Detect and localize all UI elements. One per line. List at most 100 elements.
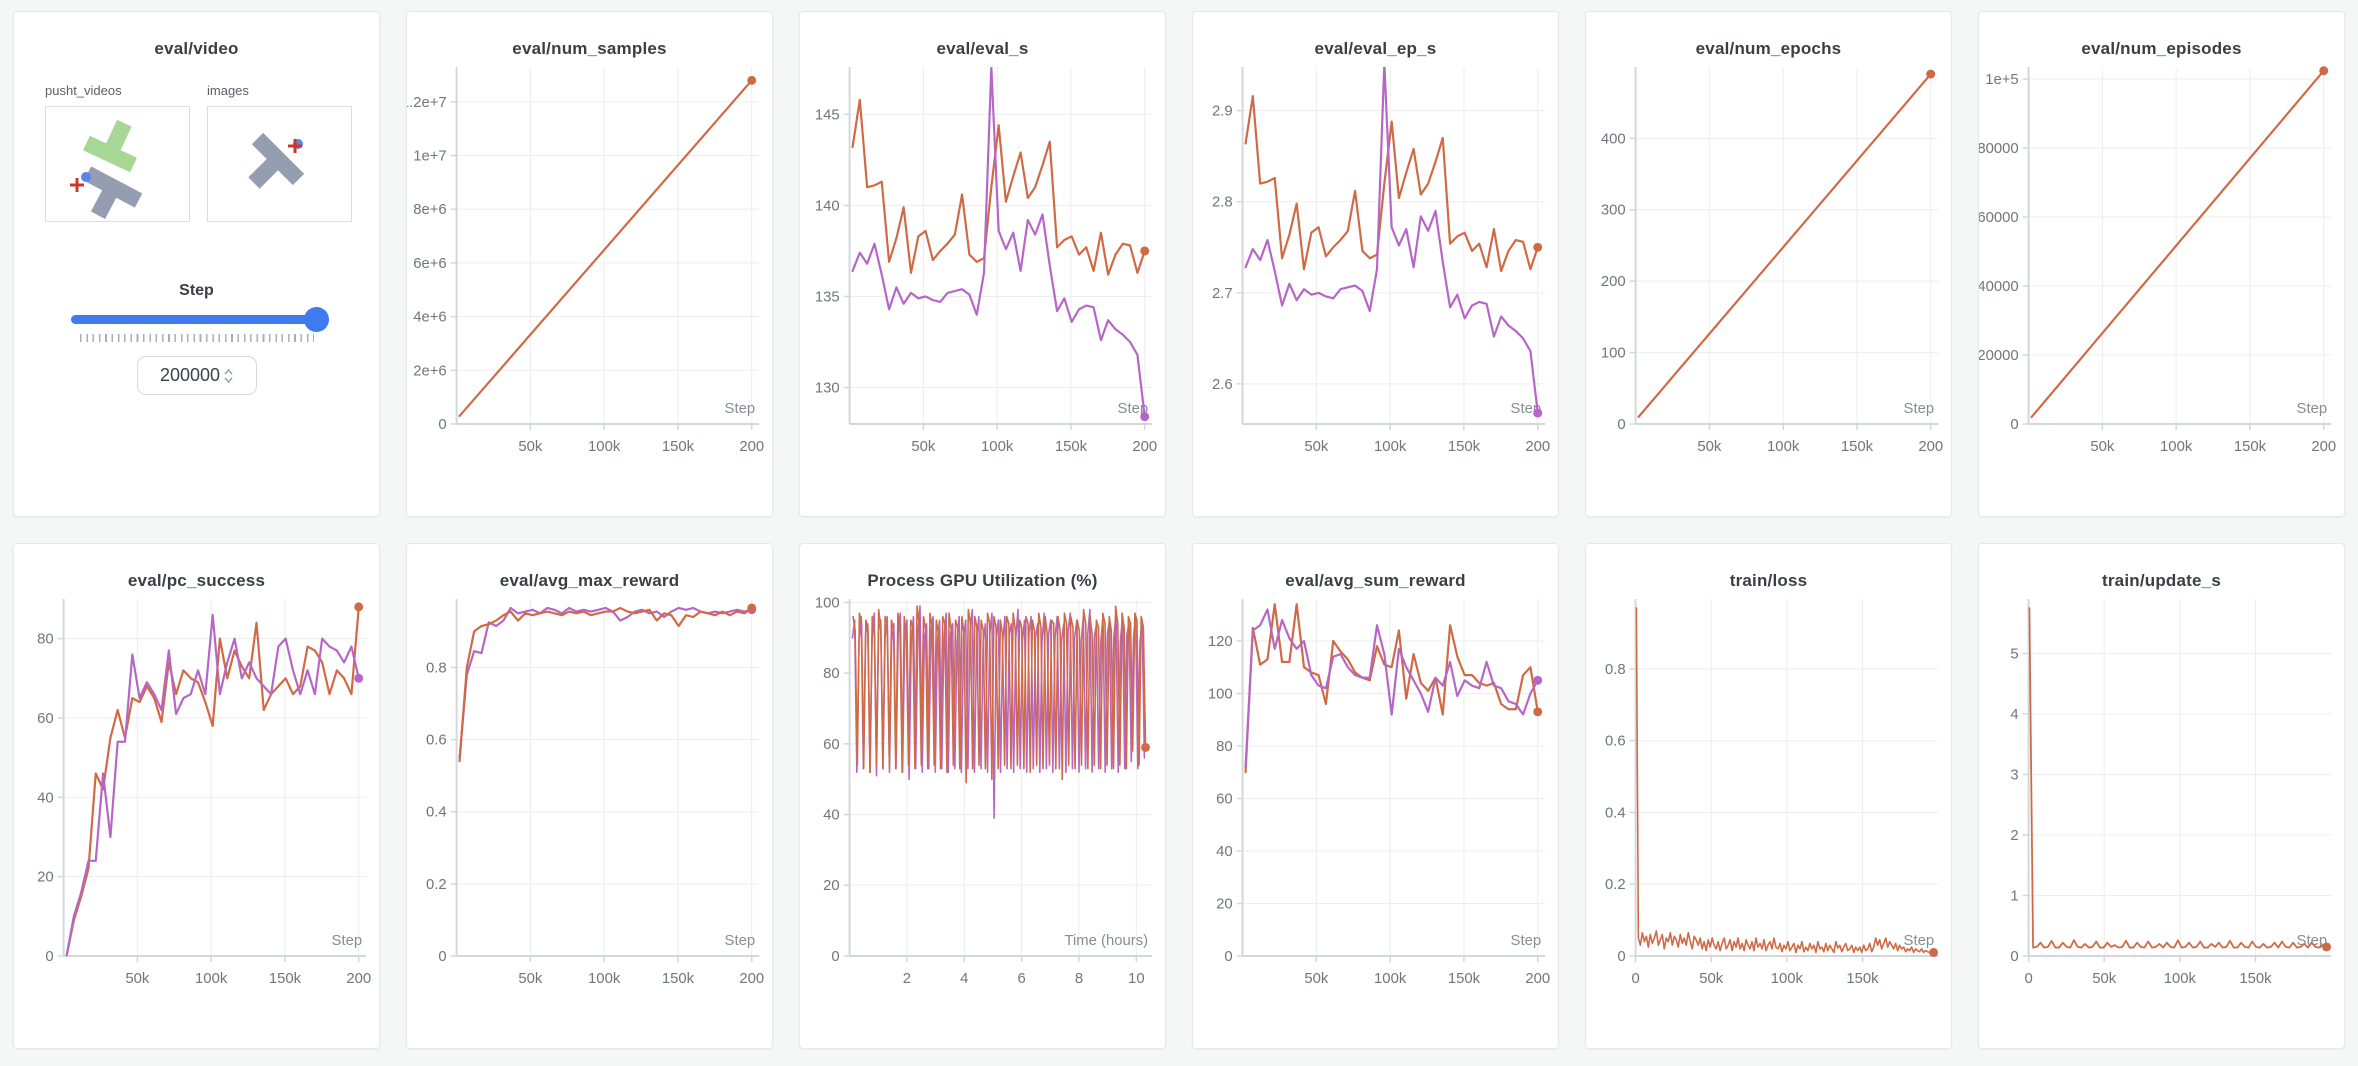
y-tick-label: 1 (2010, 888, 2018, 904)
y-tick-label: 0.8 (1605, 661, 1626, 677)
chevron-down-icon[interactable] (224, 377, 233, 383)
chart-canvas-eval-num_samples[interactable]: 50k 100k 150k 200 0 2e+6 4e+6 6e+6 8e+6 1e+7 1.2e+… (407, 61, 772, 476)
images-thumbnail[interactable] (207, 106, 352, 222)
pusht-scene-icon (70, 119, 143, 220)
series-end-dot-run-purple (354, 673, 364, 683)
chart-panel-eval-num_episodes: eval/num_episodes 50k 100k 150k 200 0 20000 400… (1978, 11, 2345, 517)
chart-title: train/update_s (2102, 570, 2221, 590)
x-tick-label: 150k (1846, 970, 1879, 986)
series-end-dot-run-orange (2319, 66, 2329, 76)
chart-canvas-eval-pc_success[interactable]: 50k 100k 150k 200 0 20 40 60 80 Step (14, 593, 379, 1008)
y-tick-label: 2 (2010, 827, 2018, 843)
y-tick-label: 20 (823, 878, 840, 894)
y-tick-label: 400 (1601, 131, 1626, 147)
y-tick-label: 40 (37, 790, 54, 806)
y-tick-label: 60 (1216, 791, 1233, 807)
y-tick-label: 2e+6 (413, 363, 446, 379)
chart-title: Process GPU Utilization (%) (867, 570, 1098, 590)
x-tick-label: 50k (1304, 970, 1329, 986)
slider-thumb[interactable] (303, 307, 329, 332)
x-tick-label: 100k (588, 439, 621, 455)
y-tick-label: 1e+5 (1985, 72, 2018, 88)
media-label-pusht-videos: pusht_videos (45, 83, 122, 98)
y-tick-label: 0 (438, 948, 446, 964)
y-tick-label: 0.8 (426, 660, 447, 676)
y-tick-label: 0.6 (426, 732, 447, 748)
chart-canvas-eval-eval_s[interactable]: 50k 100k 150k 200 130 135 140 145 Step (800, 61, 1165, 476)
x-axis-title: Step (332, 933, 363, 949)
y-tick-label: 80 (823, 666, 840, 682)
y-tick-label: 60000 (1979, 210, 2019, 226)
y-tick-label: 300 (1601, 203, 1626, 219)
chart-canvas-train-loss[interactable]: 0 50k 100k 150k 0 0.2 0.4 0.6 0.8 Step (1586, 593, 1951, 1008)
x-tick-label: 50k (125, 970, 150, 986)
y-tick-label: 1.2e+7 (407, 95, 447, 111)
series-line-run-orange (1244, 95, 1539, 273)
series-line-run-orange (458, 606, 753, 762)
x-tick-label: 200 (1525, 439, 1550, 455)
series-end-dot-run-orange (354, 601, 364, 611)
y-tick-label: 120 (1208, 633, 1233, 649)
chevron-up-icon[interactable] (224, 369, 233, 375)
slider-tick-marks (79, 334, 314, 342)
series-line-run-orange (1244, 602, 1539, 773)
chart-panel-eval-pc_success: eval/pc_success 50k 100k 150k 200 0 20 40 60 80 St… (13, 542, 380, 1049)
x-tick-label: 2 (903, 970, 911, 986)
chart-panel-gpu-util: Process GPU Utilization (%) 2 4 6 8 10 0 20 40 60… (799, 542, 1166, 1049)
series-line-run-purple (1244, 607, 1539, 768)
series-line-run-orange (65, 605, 360, 956)
chart-panel-eval-eval_ep_s: eval/eval_ep_s 50k 100k 150k 200 2.6 2.7 2.8 2.9… (1192, 11, 1559, 517)
y-tick-label: 2.7 (1212, 286, 1233, 302)
y-tick-label: 145 (815, 107, 840, 123)
x-axis-title: Step (725, 933, 756, 949)
y-tick-label: 200 (1601, 274, 1626, 290)
slider-track[interactable] (70, 315, 323, 324)
step-number-input[interactable]: 200000 (136, 356, 257, 395)
series-line-run-orange (2028, 606, 2328, 948)
x-tick-label: 200 (346, 970, 371, 986)
series-line-run-purple (851, 66, 1146, 418)
step-slider[interactable] (70, 307, 329, 332)
chart-canvas-eval-avg_sum_reward[interactable]: 50k 100k 150k 200 0 20 40 60 80 100 120 Step (1193, 593, 1558, 1008)
media-row (32, 106, 361, 222)
x-tick-label: 6 (1018, 970, 1026, 986)
x-tick-label: 50k (518, 970, 543, 986)
chart-title: eval/avg_max_reward (499, 570, 680, 590)
y-tick-label: 20 (1216, 896, 1233, 912)
x-tick-label: 100k (981, 439, 1014, 455)
chart-canvas-eval-num_epochs[interactable]: 50k 100k 150k 200 0 100 200 300 400 Step (1586, 61, 1951, 476)
x-tick-label: 150k (2239, 970, 2272, 986)
series-line-run-orange (2030, 69, 2325, 419)
x-tick-label: 50k (2092, 970, 2117, 986)
x-tick-label: 50k (1699, 970, 1724, 986)
series-line-run-purple (458, 606, 753, 759)
y-tick-label: 8e+6 (413, 202, 446, 218)
y-tick-label: 1e+7 (413, 149, 446, 165)
pusht-video-thumbnail[interactable] (45, 106, 190, 222)
series-end-dot-run-purple (1140, 412, 1150, 422)
chart-canvas-eval-num_episodes[interactable]: 50k 100k 150k 200 0 20000 40000 60000 80000 1e+5 S… (1979, 61, 2344, 476)
y-tick-label: 2.6 (1212, 377, 1233, 393)
stepper-chevrons[interactable] (224, 369, 233, 383)
y-tick-label: 40 (1216, 843, 1233, 859)
y-tick-label: 60 (37, 710, 54, 726)
y-tick-label: 5 (2010, 646, 2018, 662)
chart-panel-train-loss: train/loss 0 50k 100k 150k 0 0.2 0.4 0.6 0.8 Step (1585, 542, 1952, 1049)
y-tick-label: 0 (438, 417, 446, 433)
y-tick-label: 80 (37, 631, 54, 647)
series-end-dot-run-orange (1533, 242, 1543, 252)
x-tick-label: 150k (1448, 970, 1481, 986)
series-line-run-orange (851, 98, 1146, 276)
x-tick-label: 0 (2024, 970, 2032, 986)
chart-canvas-eval-avg_max_reward[interactable]: 50k 100k 150k 200 0 0.2 0.4 0.6 0.8 Step (407, 593, 772, 1008)
x-tick-label: 50k (911, 439, 936, 455)
x-tick-label: 100k (1771, 970, 1804, 986)
y-tick-label: 0 (1224, 948, 1232, 964)
x-tick-label: 200 (739, 970, 764, 986)
y-tick-label: 20000 (1979, 348, 2019, 364)
x-tick-label: 150k (1448, 439, 1481, 455)
